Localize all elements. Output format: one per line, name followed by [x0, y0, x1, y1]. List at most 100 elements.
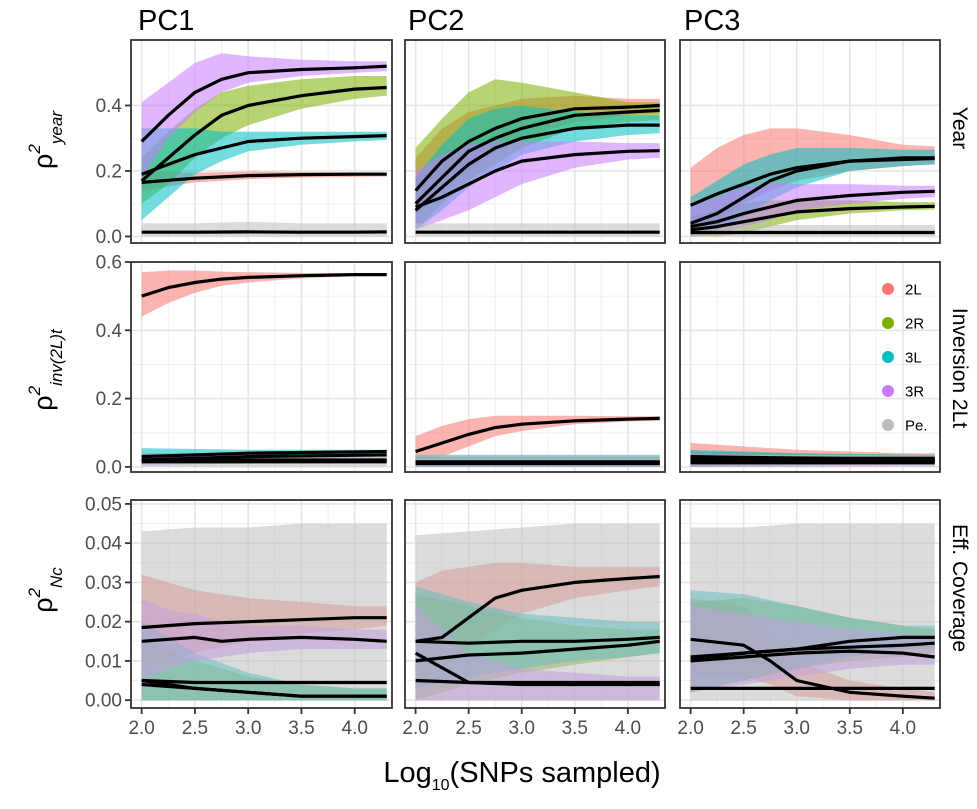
y-tick-label: 0.2 [96, 161, 122, 182]
mean-line-3R-r2-c0 [141, 635, 387, 643]
ylabel-coverage-sup: 2 [25, 587, 44, 598]
y-tick-label: 0.2 [96, 389, 122, 410]
ribbon-Pe-r0-c2 [690, 225, 935, 237]
ribbon-Pe-r0-c1 [415, 223, 660, 237]
x-tick-label: 4.0 [342, 718, 368, 739]
ylabel-year: ρ2year [25, 110, 66, 169]
ylabel-inversion-rho: ρ [28, 395, 58, 410]
ylabel-inversion: ρ2inv(2L)t [25, 328, 66, 411]
x-axis-title: Log10(SNPs sampled) [383, 757, 660, 794]
panel-r0-c0: 0.0 0.2 0.4 [96, 39, 393, 248]
legend: 2L 2R 3L 3R Pe. [882, 282, 928, 435]
mean-line-3L-r1-c2 [690, 456, 935, 462]
ylabel-year-rho: ρ [28, 154, 58, 169]
panel-r1-c1 [404, 261, 666, 473]
legend-label-2L: 2L [905, 282, 922, 299]
mean-line-3L-r1-c0 [141, 449, 387, 459]
x-tick-label: 4.0 [890, 718, 916, 739]
ylabel-coverage: ρ2Nc [25, 567, 66, 613]
panel-border [404, 39, 666, 244]
ribbon-Pe-r2-c2 [690, 523, 935, 701]
ribbon-3R-r0-c0 [141, 53, 387, 178]
mean-line-Pe-r2-c1 [415, 678, 660, 685]
panel-r0-c2 [679, 39, 941, 244]
x-tick-label: 3.5 [837, 718, 863, 739]
panel-r2-c1: 2.0 2.5 3.0 3.5 4.0 [402, 499, 666, 739]
mean-line-2L-r1-c1 [415, 416, 660, 454]
panel-r0-c1 [404, 39, 666, 244]
y-tick-label: 0.4 [96, 321, 123, 342]
mean-line-3L-r0-c1 [414, 123, 660, 212]
x-tick-label: 3.0 [235, 718, 261, 739]
x-axis-title-log: Log [383, 757, 431, 789]
panel-border [130, 261, 393, 473]
panel-r2-c2: 2.0 2.5 3.0 3.5 4.0 [677, 499, 941, 739]
y-tick-label: 0.0 [96, 457, 122, 478]
x-tick-label: 3.5 [288, 718, 314, 739]
strip-label-inversion: Inversion 2Lt [948, 308, 971, 428]
column-title-pc1: PC1 [138, 5, 194, 37]
mean-line-2L-r1-c0 [141, 273, 387, 298]
mean-line-3L-r0-c0 [141, 134, 387, 176]
ylabel-coverage-sub: Nc [47, 567, 66, 588]
legend-key-3R [882, 385, 894, 397]
column-title-pc3: PC3 [684, 5, 740, 37]
ylabel-inversion-sub: inv(2L)t [47, 328, 66, 386]
ribbon-2L-r1-c1 [415, 415, 660, 464]
panel-border [130, 499, 393, 709]
panel-r1-c0: 0.0 0.2 0.4 0.6 [96, 253, 393, 478]
ribbon-2R-r0-c0 [141, 76, 387, 204]
mean-line-2R-r0-c0 [140, 85, 387, 183]
y-tick-label: 0.4 [96, 96, 123, 117]
y-tick-label: 0.02 [85, 612, 122, 633]
y-tick-label: 0.05 [85, 494, 122, 515]
y-tick-label: 0.00 [85, 691, 122, 712]
mean-line-3R-r0-c2 [690, 189, 935, 229]
ylabel-coverage-rho: ρ [28, 597, 58, 612]
mean-line-2L-r2-c2 [690, 637, 935, 700]
ribbon-3L-r0-c2 [690, 148, 935, 237]
y-tick-label: 0.6 [96, 253, 122, 274]
mean-line-3R-r0-c1 [415, 149, 660, 209]
legend-label-3R: 3R [905, 384, 924, 401]
panel-border [404, 499, 666, 709]
mean-line-3L-r2-c1 [415, 635, 660, 645]
strip-label-coverage: Eff. Coverage [948, 524, 971, 652]
legend-key-3L [882, 351, 894, 363]
legend-label-3L: 3L [905, 350, 922, 367]
ribbon-3R-r0-c1 [415, 141, 660, 230]
mean-line-3L-r2-c2 [690, 635, 935, 661]
panel-border [404, 261, 666, 473]
panel-border [679, 39, 941, 244]
legend-key-2L [882, 283, 894, 295]
mean-line-2R-r2-c1 [415, 639, 660, 663]
legend-label-Pe: Pe. [905, 418, 928, 435]
x-tick-label: 3.0 [784, 718, 810, 739]
x-tick-label: 3.5 [562, 718, 588, 739]
mean-line-2R-r0-c2 [690, 204, 935, 232]
mean-line-3L-r0-c2 [690, 156, 935, 225]
mean-line-3R-r2-c1 [414, 651, 660, 687]
mean-line-2L-r2-c0 [141, 616, 387, 630]
mean-line-3R-r0-c0 [140, 64, 387, 143]
x-tick-label: 2.0 [402, 718, 428, 739]
panel-border [130, 39, 393, 244]
legend-key-Pe [882, 419, 894, 431]
ribbon-Pe-r0-c0 [141, 221, 387, 237]
x-tick-label: 2.5 [730, 718, 756, 739]
strip-label-year: Year [948, 107, 971, 149]
mean-line-2L-r0-c0 [141, 172, 387, 184]
column-title-pc2: PC2 [408, 5, 464, 37]
mean-line-2L-r0-c1 [414, 103, 660, 192]
mean-line-3L-r2-c0 [141, 678, 387, 698]
panel-border [679, 499, 941, 709]
panels-layer: 0.00.20.40.00.20.40.60.000.010.020.030.0… [85, 39, 941, 739]
x-tick-label: 2.0 [128, 718, 154, 739]
mean-line-3R-r2-c2 [690, 649, 935, 663]
x-tick-label: 4.0 [615, 718, 641, 739]
legend-key-2R [882, 317, 894, 329]
y-tick-label: 0.04 [85, 534, 122, 555]
ribbon-3R-r0-c2 [690, 184, 935, 237]
panel-r1-c2 [679, 261, 941, 473]
